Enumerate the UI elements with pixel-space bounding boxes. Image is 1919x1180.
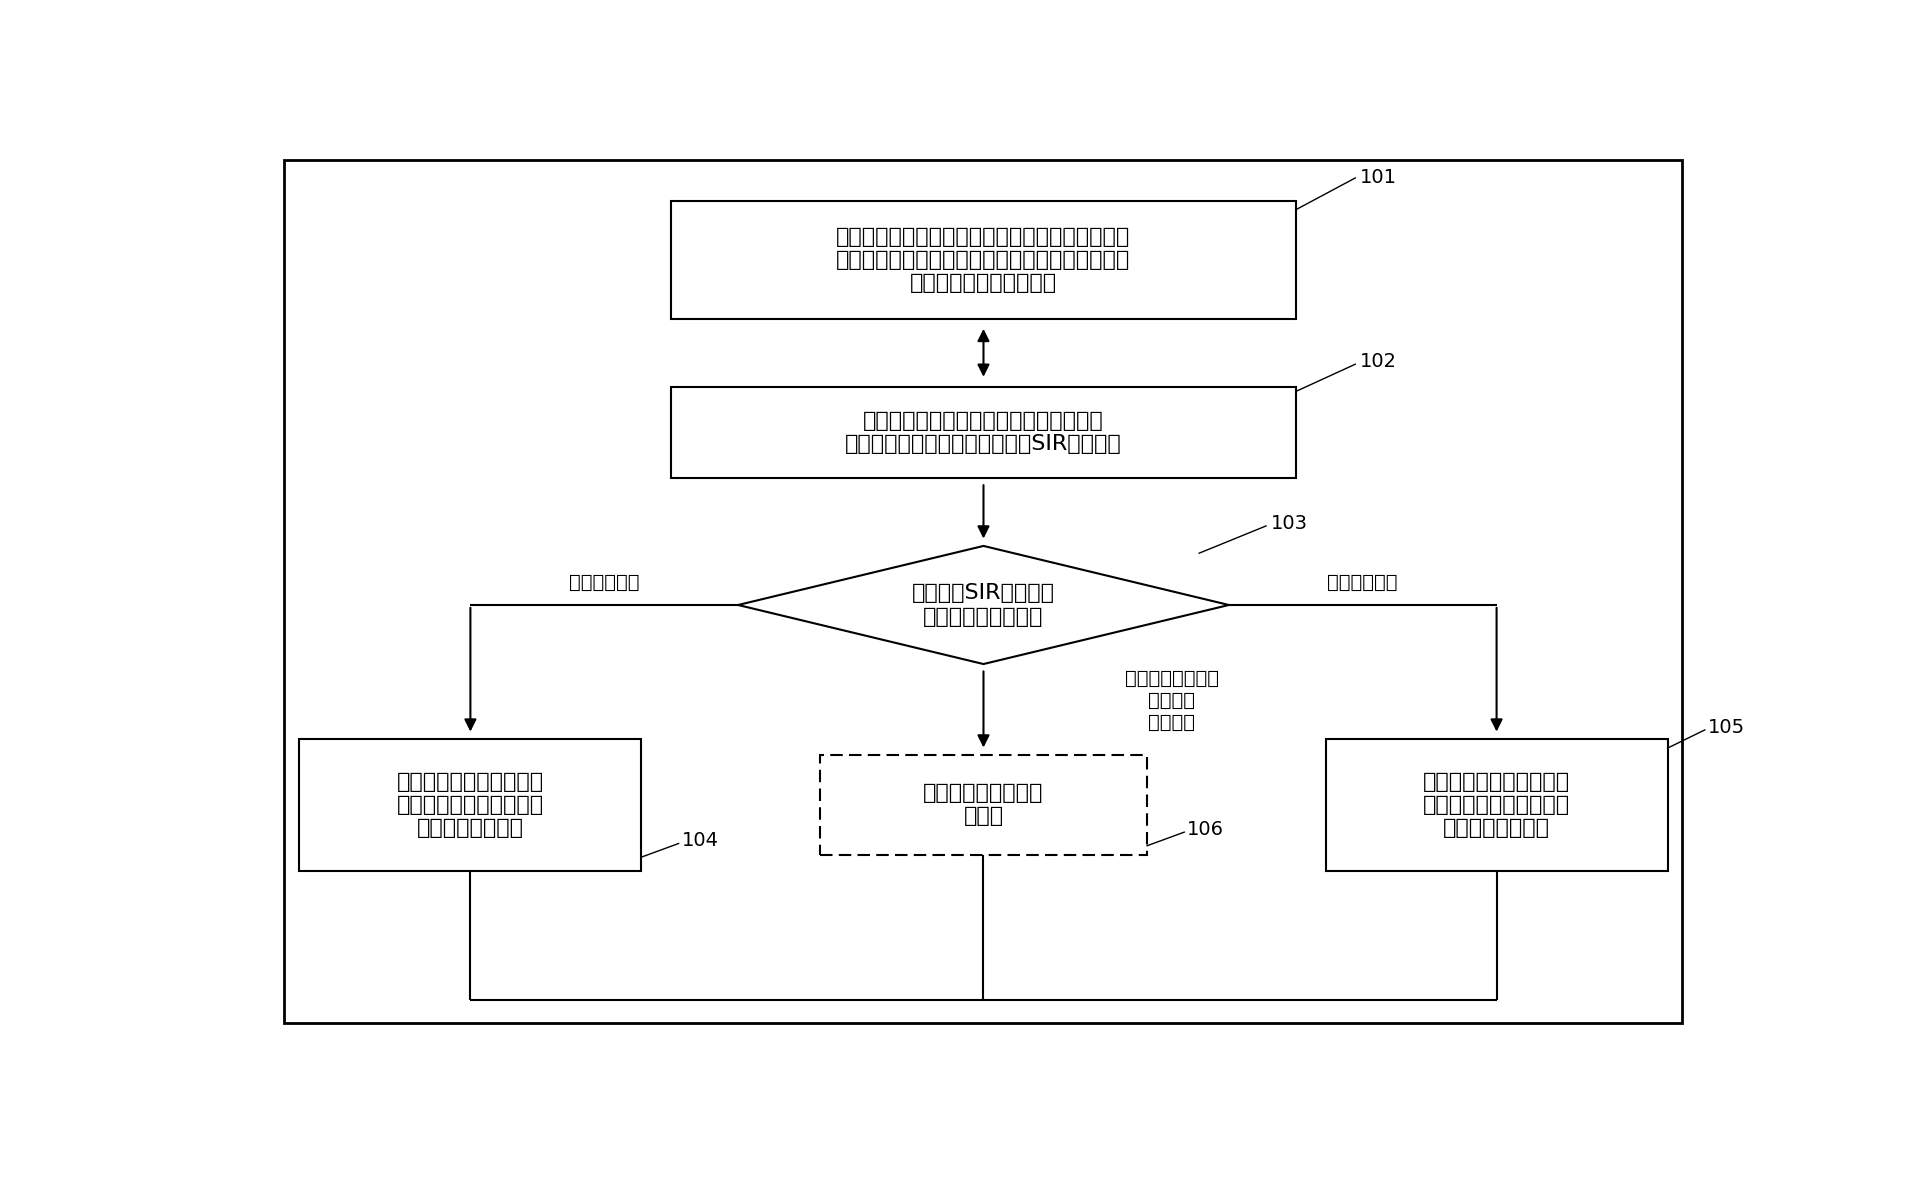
Text: 确定接入用户占用的码道数目和当前信道
编码速率，并对接入用户的目标SIR进行监测: 确定接入用户占用的码道数目和当前信道 编码速率，并对接入用户的目标SIR进行监测 bbox=[844, 411, 1123, 454]
FancyBboxPatch shape bbox=[299, 739, 641, 871]
Text: 105: 105 bbox=[1708, 717, 1744, 736]
Text: 维持当前信道编码速
率不变: 维持当前信道编码速 率不变 bbox=[923, 784, 1044, 826]
FancyBboxPatch shape bbox=[672, 201, 1295, 319]
Text: 满足降速条件: 满足降速条件 bbox=[1328, 572, 1397, 592]
Text: 不满足升速条件，
也不满足
降速条件: 不满足升速条件， 也不满足 降速条件 bbox=[1125, 669, 1219, 732]
FancyBboxPatch shape bbox=[819, 755, 1148, 854]
Text: 判断目标SIR是否满足
升速条件和降速条件: 判断目标SIR是否满足 升速条件和降速条件 bbox=[912, 583, 1055, 627]
Text: 102: 102 bbox=[1361, 352, 1397, 371]
Text: 保持接入用户占用的码道
数目不变，升高该接入用
户的信道编码速率: 保持接入用户占用的码道 数目不变，升高该接入用 户的信道编码速率 bbox=[397, 772, 543, 838]
Text: 预先对应用户占用的各种码道数目，设置多种可选
的信道编码速率，并为每种可选的信道编码速率，
设置升速门限和降速门限: 预先对应用户占用的各种码道数目，设置多种可选 的信道编码速率，并为每种可选的信道… bbox=[837, 227, 1130, 293]
Polygon shape bbox=[739, 546, 1228, 664]
FancyBboxPatch shape bbox=[672, 387, 1295, 478]
Text: 106: 106 bbox=[1188, 820, 1224, 839]
FancyBboxPatch shape bbox=[1326, 739, 1668, 871]
Text: 103: 103 bbox=[1270, 513, 1307, 532]
Text: 104: 104 bbox=[681, 831, 718, 851]
FancyBboxPatch shape bbox=[284, 159, 1683, 1023]
Text: 101: 101 bbox=[1361, 169, 1397, 188]
Text: 满足升速条件: 满足升速条件 bbox=[570, 572, 639, 592]
Text: 保持接入用户占用的码道
数目不变，降低该接入用
户的信道编码速率: 保持接入用户占用的码道 数目不变，降低该接入用 户的信道编码速率 bbox=[1424, 772, 1570, 838]
